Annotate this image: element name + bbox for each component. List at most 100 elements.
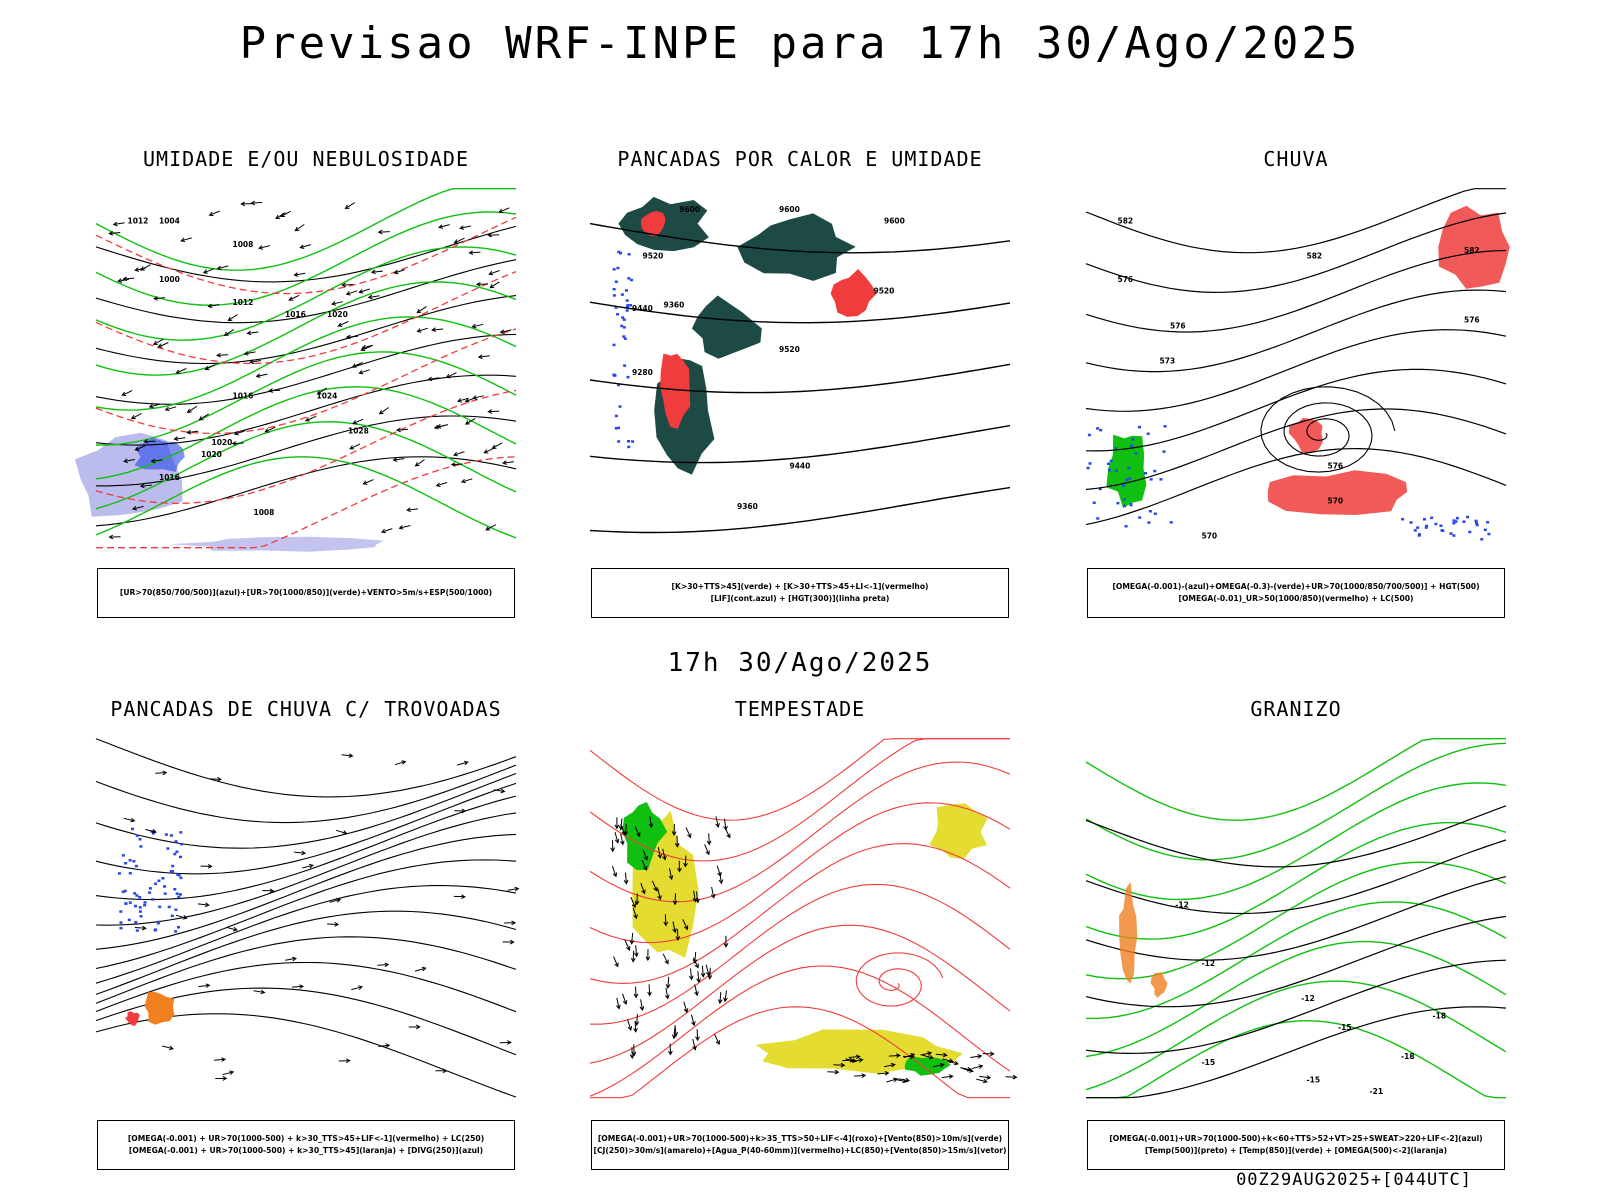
strong-wind-vector xyxy=(630,950,636,963)
wind-vector xyxy=(498,207,510,213)
omega-blue-speck xyxy=(1123,504,1127,508)
temp500-contour xyxy=(1086,1006,1507,1099)
low-level-humidity-contour xyxy=(95,386,517,480)
omega-blue-speck xyxy=(1131,438,1135,441)
temp500-contour xyxy=(1085,839,1507,915)
hgt300-contour xyxy=(589,424,1011,464)
contour-label: 1016 xyxy=(233,391,254,400)
wind-vector xyxy=(406,507,419,513)
map-panel-chuva: 582 582 582 576 576 573 570 576 570 576 xyxy=(1085,188,1510,541)
divergence-speck xyxy=(124,862,128,865)
map-panel-pancadas-calor: 9600 9600 9600 9520 9520 9520 9440 9360 9280 9440… xyxy=(589,196,1011,534)
streamline-arrow xyxy=(454,808,467,814)
wind-vector xyxy=(173,436,186,441)
contour-label: 9360 xyxy=(664,301,685,310)
contour-label: 576 xyxy=(1328,461,1344,470)
omega-blue-speck xyxy=(1146,432,1150,435)
streamline-arrow xyxy=(378,1043,391,1048)
contour-label: 1012 xyxy=(233,298,254,307)
lc250-streamline xyxy=(95,859,517,970)
streamline-arrow xyxy=(499,1040,512,1045)
wind-vector xyxy=(134,445,146,451)
divergence-speck xyxy=(174,908,178,911)
omega-blue-speck xyxy=(1122,484,1126,487)
streamline-arrow xyxy=(200,863,213,869)
legend-line: [LIF](cont.azul) + [HGT(300)](linha pret… xyxy=(710,594,890,603)
divergence-speck xyxy=(139,845,143,848)
streamline-arrow xyxy=(262,888,275,894)
strong-wind-vector xyxy=(622,993,628,1006)
streamline-arrow xyxy=(504,920,517,926)
strong-wind-vector xyxy=(947,1060,960,1066)
omega-blue-speck xyxy=(1153,512,1157,515)
lif-contour-blue xyxy=(617,440,621,443)
wind-vector xyxy=(485,524,497,531)
severe-thunderstorm-area xyxy=(125,1011,140,1027)
wind-vector xyxy=(207,303,220,309)
divergence-speck xyxy=(174,840,178,843)
wind-vector xyxy=(392,457,405,462)
lc850-streamline xyxy=(589,802,1011,944)
low-level-humidity-contour xyxy=(95,281,517,376)
li-negative-area xyxy=(660,353,691,429)
legend-line: [OMEGA(-0.01)_UR>50(1000/850)(vermelho) … xyxy=(1178,594,1414,603)
lif-contour-blue xyxy=(621,316,625,319)
strong-wind-vector xyxy=(714,1033,720,1046)
omega-blue-speck xyxy=(1424,526,1428,529)
wind-vector xyxy=(216,265,229,271)
streamline-arrow xyxy=(351,985,363,991)
legend-line: [OMEGA(-0.001)+UR>70(1000-500)+k<60+TTS>… xyxy=(1109,1134,1483,1143)
contour-label: 9520 xyxy=(643,252,664,261)
wind-vector xyxy=(233,430,246,436)
temp850-contour xyxy=(1086,1019,1506,1099)
strong-wind-vector xyxy=(623,823,629,836)
strong-wind-vector xyxy=(941,1074,954,1079)
wind-vector xyxy=(164,406,177,412)
strong-wind-vector xyxy=(848,1054,861,1060)
strong-wind-vector xyxy=(685,827,692,839)
contour-label: 570 xyxy=(1202,531,1218,540)
strong-wind-vector xyxy=(651,880,658,892)
strong-wind-vector xyxy=(665,976,671,989)
wind-vector xyxy=(198,413,209,421)
omega-blue-speck xyxy=(1138,516,1142,519)
lc850-streamline xyxy=(589,761,1011,903)
strong-wind-vector xyxy=(662,848,667,861)
lif-contour-blue xyxy=(617,383,621,387)
low-level-humidity-contour xyxy=(95,246,517,341)
strong-wind-vector xyxy=(683,855,688,868)
strong-wind-vector xyxy=(614,817,620,830)
page-title: Previsao WRF-INPE para 17h 30/Ago/2025 xyxy=(239,18,1361,69)
wind-vector xyxy=(240,201,253,207)
strong-wind-vector xyxy=(631,1044,637,1057)
wind-vector xyxy=(275,212,286,220)
omega-blue-speck xyxy=(1418,533,1421,536)
wind-vector xyxy=(483,447,495,454)
thickness-contour xyxy=(95,270,517,365)
lif-contour-blue xyxy=(612,294,616,297)
contour-label: 573 xyxy=(1160,357,1176,366)
wind-vector xyxy=(453,451,465,457)
omega-blue-speck xyxy=(1086,466,1090,470)
omega-blue-speck xyxy=(1163,425,1167,428)
hgt300-contour xyxy=(589,222,1011,254)
divergence-speck xyxy=(179,855,182,859)
divergence-speck xyxy=(143,901,147,904)
wind-vector xyxy=(345,334,358,340)
hgt300-contour xyxy=(589,301,1011,324)
strong-wind-vector xyxy=(677,860,682,873)
lif-contour-blue xyxy=(627,445,631,449)
wind-vector xyxy=(393,269,406,275)
low-level-humidity-contour xyxy=(95,421,517,510)
temp500-contour xyxy=(1085,915,1507,1008)
lif-contour-blue xyxy=(620,293,624,296)
strong-wind-vector xyxy=(620,833,625,846)
lif-contour-blue xyxy=(618,405,622,408)
omega-blue-speck xyxy=(1129,503,1133,507)
omega-blue-speck xyxy=(1098,487,1102,491)
contour-label: 1028 xyxy=(348,426,369,435)
omega-blue-speck xyxy=(1127,466,1131,470)
streamline-arrow xyxy=(302,863,314,869)
streamline-arrow xyxy=(291,984,305,989)
divergence-speck xyxy=(119,910,123,913)
